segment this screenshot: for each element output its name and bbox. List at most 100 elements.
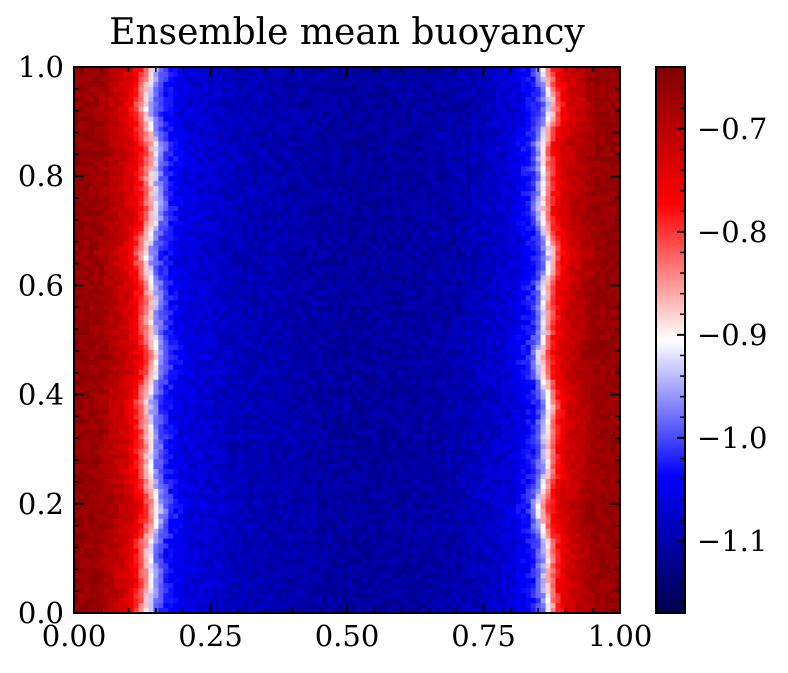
heatmap-cell [490, 255, 497, 262]
heatmap-cell [545, 245, 552, 252]
heatmap-cell [461, 186, 467, 192]
heatmap-cell [282, 220, 289, 227]
heatmap-cell [416, 171, 423, 177]
heatmap-cell [466, 191, 472, 197]
heatmap-cell [222, 255, 229, 262]
heatmap-cell [257, 235, 264, 242]
heatmap-cell [198, 91, 204, 98]
heatmap-cell [257, 280, 264, 286]
heatmap-cell [391, 136, 398, 143]
heatmap-cell [411, 201, 418, 207]
heatmap-cell [540, 235, 547, 242]
heatmap-cell [93, 201, 100, 207]
heatmap-cell [312, 201, 318, 207]
heatmap-cell [198, 96, 204, 103]
heatmap-cell [158, 280, 164, 286]
heatmap-cell [347, 131, 353, 138]
heatmap-cell [307, 265, 313, 272]
heatmap-cell [148, 250, 155, 257]
heatmap-cell [575, 91, 581, 98]
heatmap-cell [307, 280, 313, 286]
heatmap-cell [545, 176, 552, 182]
heatmap-cell [93, 131, 100, 138]
heatmap-cell [461, 176, 467, 182]
heatmap-cell [456, 255, 462, 262]
heatmap-cell [490, 201, 497, 207]
heatmap-cell [416, 265, 423, 272]
heatmap-cell [217, 156, 224, 162]
heatmap-cell [232, 171, 239, 177]
heatmap-cell [237, 86, 244, 93]
heatmap-cell [500, 67, 507, 73]
heatmap-cell [381, 136, 388, 143]
heatmap-cell [217, 280, 224, 286]
heatmap-cell [148, 121, 155, 128]
heatmap-cell [446, 106, 452, 113]
heatmap-cell [247, 71, 254, 78]
heatmap-cell [540, 196, 547, 202]
heatmap-cell [198, 121, 204, 128]
heatmap-cell [356, 265, 363, 272]
heatmap-cell [267, 141, 274, 148]
heatmap-cell [138, 290, 145, 296]
heatmap-cells [74, 67, 620, 613]
heatmap-cell [168, 235, 174, 242]
heatmap-cell [267, 290, 274, 296]
heatmap-cell [217, 131, 224, 138]
heatmap-cell [183, 196, 189, 202]
heatmap-cell [595, 131, 601, 138]
heatmap-cell [347, 260, 353, 267]
heatmap-cell [411, 91, 418, 98]
heatmap-cell [332, 136, 338, 143]
heatmap-cell [247, 220, 254, 227]
heatmap-cell [391, 205, 398, 212]
heatmap-cell [466, 166, 472, 172]
heatmap-cell [416, 245, 423, 252]
heatmap-cell [456, 280, 462, 286]
heatmap-cell [381, 81, 388, 88]
heatmap-cell [133, 230, 140, 237]
heatmap-cell [337, 285, 343, 291]
heatmap-cell [128, 151, 135, 157]
heatmap-cell [173, 161, 179, 167]
heatmap-cell [88, 166, 95, 172]
heatmap-cell [168, 166, 174, 172]
heatmap-cell [212, 71, 219, 78]
heatmap-cell [93, 67, 100, 73]
heatmap-cell [495, 201, 502, 207]
heatmap-cell [535, 225, 542, 232]
heatmap-cell [441, 181, 447, 187]
heatmap-cell [342, 230, 348, 237]
heatmap-cell [585, 181, 591, 187]
heatmap-cell [212, 86, 219, 93]
heatmap-cell [168, 131, 174, 138]
heatmap-cell [153, 146, 159, 152]
heatmap-cell [560, 96, 566, 103]
heatmap-cell [600, 111, 606, 118]
heatmap-cell [312, 255, 318, 262]
heatmap-cell [108, 215, 115, 222]
heatmap-cell [575, 106, 581, 113]
heatmap-cell [366, 111, 373, 118]
heatmap-cell [247, 205, 254, 212]
heatmap-cell [456, 151, 462, 157]
heatmap-cell [183, 186, 189, 192]
heatmap-cell [451, 181, 457, 187]
heatmap-cell [188, 201, 194, 207]
heatmap-cell [476, 210, 482, 217]
heatmap-cell [396, 126, 403, 133]
heatmap-cell [351, 205, 358, 212]
heatmap-cell [605, 166, 611, 172]
heatmap-cell [183, 201, 189, 207]
heatmap-cell [446, 270, 452, 277]
heatmap-cell [108, 136, 115, 143]
heatmap-cell [277, 106, 284, 113]
heatmap-cell [441, 176, 447, 182]
heatmap-cell [361, 91, 368, 98]
heatmap-cell [148, 270, 155, 277]
heatmap-cell [456, 146, 462, 152]
heatmap-cell [332, 171, 338, 177]
heatmap-cell [297, 86, 303, 93]
heatmap-cell [466, 260, 472, 267]
heatmap-cell [505, 67, 512, 73]
